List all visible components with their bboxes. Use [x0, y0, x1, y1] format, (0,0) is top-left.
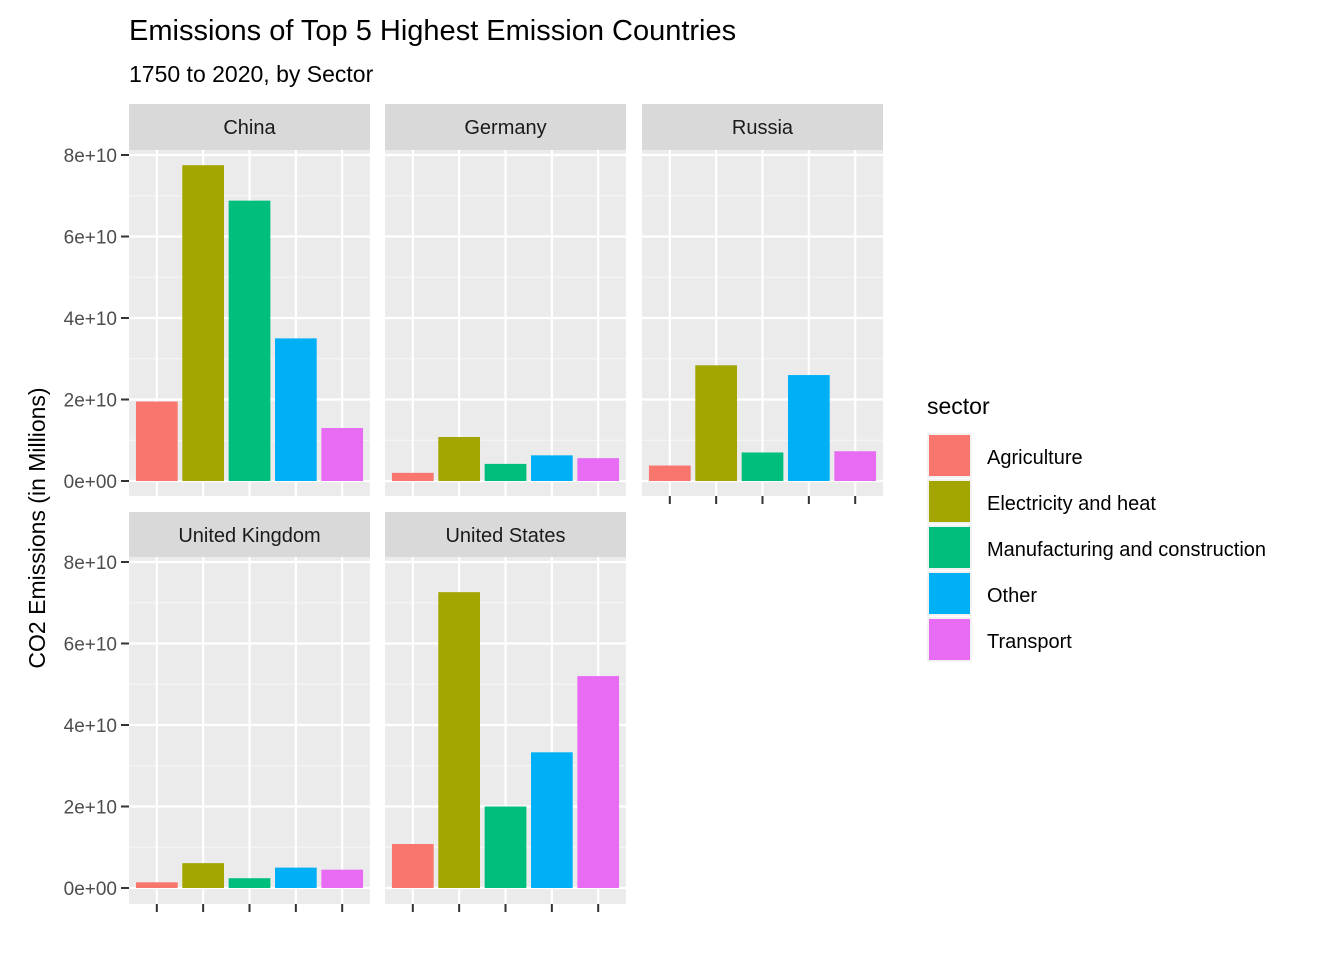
bar-agriculture	[391, 472, 434, 481]
legend-swatch	[929, 573, 970, 614]
bar-agriculture	[135, 882, 178, 888]
bar-other	[274, 338, 317, 481]
y-tick-label: 4e+10	[64, 716, 117, 737]
facet-panels: China 0e+00 2e+10 4e+10 6e+10 8e+10 Germany Rus…	[64, 104, 883, 912]
y-axis-label: CO2 Emissions (in Millions)	[24, 387, 50, 668]
legend-label: Manufacturing and construction	[987, 539, 1266, 561]
facet-strip-label: Germany	[464, 117, 546, 139]
legend-label: Electricity and heat	[987, 493, 1156, 515]
facet-strip-label: China	[223, 117, 276, 139]
bar-manufacturing-and-construction	[741, 452, 784, 481]
bar-electricity-and-heat	[695, 365, 738, 481]
y-tick-label: 0e+00	[64, 879, 117, 900]
facet-strip	[385, 104, 626, 150]
legend-swatch	[929, 619, 970, 660]
legend: sector Agriculture Electricity and heat Ma…	[927, 393, 1266, 662]
y-tick-label: 0e+00	[64, 472, 117, 493]
legend-label: Other	[987, 585, 1037, 607]
bar-other	[530, 752, 573, 888]
facet-strip	[129, 104, 370, 150]
bar-other	[787, 375, 830, 481]
bar-agriculture	[648, 465, 691, 481]
facet-strip	[385, 512, 626, 557]
facet-panel: Russia	[642, 104, 883, 504]
bar-transport	[577, 676, 620, 888]
legend-label: Transport	[987, 631, 1072, 653]
bar-transport	[321, 869, 364, 888]
bar-transport	[834, 451, 877, 481]
facet-strip-label: United States	[445, 525, 565, 547]
y-tick-label: 8e+10	[64, 146, 117, 167]
facet-panel: Germany	[385, 104, 626, 496]
legend-label: Agriculture	[987, 447, 1083, 469]
facet-panel: United Kingdom 0e+00 2e+10 4e+10 6e+10 8e+10	[64, 512, 370, 912]
bar-electricity-and-heat	[438, 436, 481, 481]
bar-electricity-and-heat	[438, 592, 481, 888]
y-tick-label: 2e+10	[64, 798, 117, 819]
y-tick-label: 4e+10	[64, 309, 117, 330]
bar-agriculture	[135, 401, 178, 481]
facet-strip	[642, 104, 883, 150]
bar-manufacturing-and-construction	[484, 806, 527, 888]
y-tick-label: 6e+10	[64, 228, 117, 249]
bar-electricity-and-heat	[182, 863, 225, 888]
y-tick-label: 6e+10	[64, 635, 117, 656]
bar-electricity-and-heat	[182, 165, 225, 481]
chart-title: Emissions of Top 5 Highest Emission Coun…	[129, 15, 736, 47]
facet-strip-label: United Kingdom	[178, 525, 320, 547]
legend-title: sector	[927, 393, 990, 419]
facet-strip	[129, 512, 370, 557]
legend-swatch	[929, 435, 970, 476]
bar-manufacturing-and-construction	[484, 463, 527, 481]
legend-swatch	[929, 481, 970, 522]
bar-manufacturing-and-construction	[228, 878, 271, 888]
facet-panel: China 0e+00 2e+10 4e+10 6e+10 8e+10	[64, 104, 370, 496]
bar-transport	[577, 458, 620, 481]
bar-other	[530, 455, 573, 481]
bar-agriculture	[391, 843, 434, 888]
bar-transport	[321, 428, 364, 481]
bar-manufacturing-and-construction	[228, 200, 271, 481]
y-tick-label: 2e+10	[64, 391, 117, 412]
bar-other	[274, 867, 317, 888]
legend-swatch	[929, 527, 970, 568]
y-tick-label: 8e+10	[64, 553, 117, 574]
facet-strip-label: Russia	[732, 117, 794, 139]
facet-panel: United States	[385, 512, 626, 912]
chart-subtitle: 1750 to 2020, by Sector	[129, 61, 374, 87]
